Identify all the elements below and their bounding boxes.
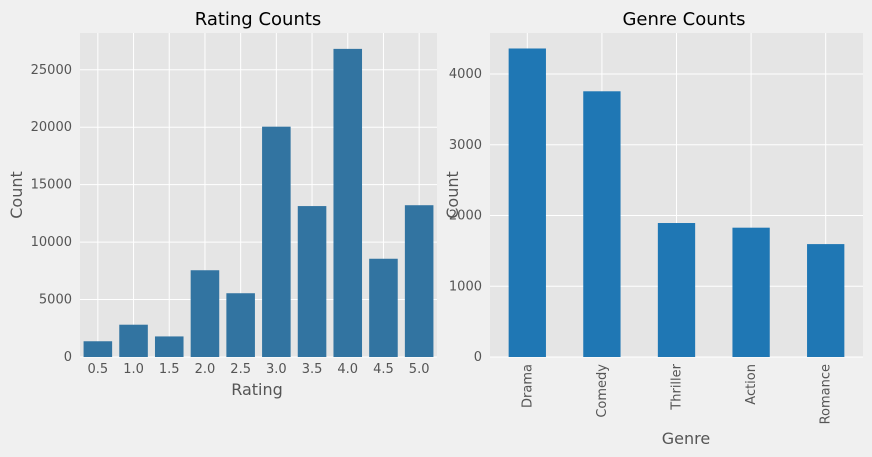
- y-tick-label: 1000: [449, 279, 482, 294]
- x-tick-label: 4.0: [337, 362, 358, 377]
- y-tick-label: 25000: [31, 63, 72, 78]
- x-tick-label: 3.0: [266, 362, 287, 377]
- bar: [508, 48, 546, 357]
- y-axis-label: Count: [7, 171, 26, 219]
- bar: [83, 341, 113, 357]
- x-tick-label: Romance: [819, 364, 834, 424]
- genre-counts-chart: Genre Counts Genre Count 0 1000 2000 3000 40…: [443, 9, 863, 448]
- y-tick-label: 20000: [31, 120, 72, 135]
- y-tick-label: 5000: [39, 293, 72, 308]
- bar: [190, 270, 220, 357]
- y-tick-label: 3000: [449, 138, 482, 153]
- y-tick-label: 0: [474, 350, 482, 365]
- x-axis-label: Genre: [662, 429, 710, 448]
- bar: [119, 324, 148, 357]
- chart-title: Rating Counts: [195, 9, 322, 30]
- bar: [369, 258, 398, 357]
- x-tick-label: Action: [744, 364, 759, 405]
- x-axis-label: Rating: [231, 380, 283, 399]
- y-tick-label: 0: [64, 350, 72, 365]
- x-tick-label: 2.0: [195, 362, 216, 377]
- x-tick-label: 1.5: [159, 362, 180, 377]
- x-tick-label: Thriller: [670, 363, 685, 410]
- x-tick-label: 2.5: [230, 362, 251, 377]
- bar: [583, 91, 621, 358]
- y-tick-label: 10000: [31, 235, 72, 250]
- bar: [297, 206, 327, 357]
- x-tick-label: Comedy: [595, 364, 610, 418]
- y-tick-label: 4000: [449, 67, 482, 82]
- bar: [404, 205, 434, 357]
- x-tick-label: 5.0: [409, 362, 430, 377]
- x-tick-label: 0.5: [88, 362, 109, 377]
- x-tick-label: Drama: [520, 364, 535, 408]
- bar: [226, 293, 255, 357]
- x-tick-label: 4.5: [373, 362, 394, 377]
- bar: [154, 336, 184, 357]
- bar: [807, 244, 845, 357]
- bar: [262, 126, 291, 358]
- y-tick-label: 15000: [31, 178, 72, 193]
- bar: [732, 227, 770, 357]
- y-axis-label: Count: [443, 171, 462, 219]
- bar: [333, 48, 363, 357]
- x-tick-label: 3.5: [302, 362, 323, 377]
- x-tick-label: 1.0: [123, 362, 144, 377]
- bar: [657, 223, 696, 357]
- y-tick-label: 2000: [449, 209, 482, 224]
- chart-title: Genre Counts: [622, 9, 745, 30]
- rating-counts-chart: Rating Counts Rating Count 0 5000 10000 150…: [7, 9, 437, 399]
